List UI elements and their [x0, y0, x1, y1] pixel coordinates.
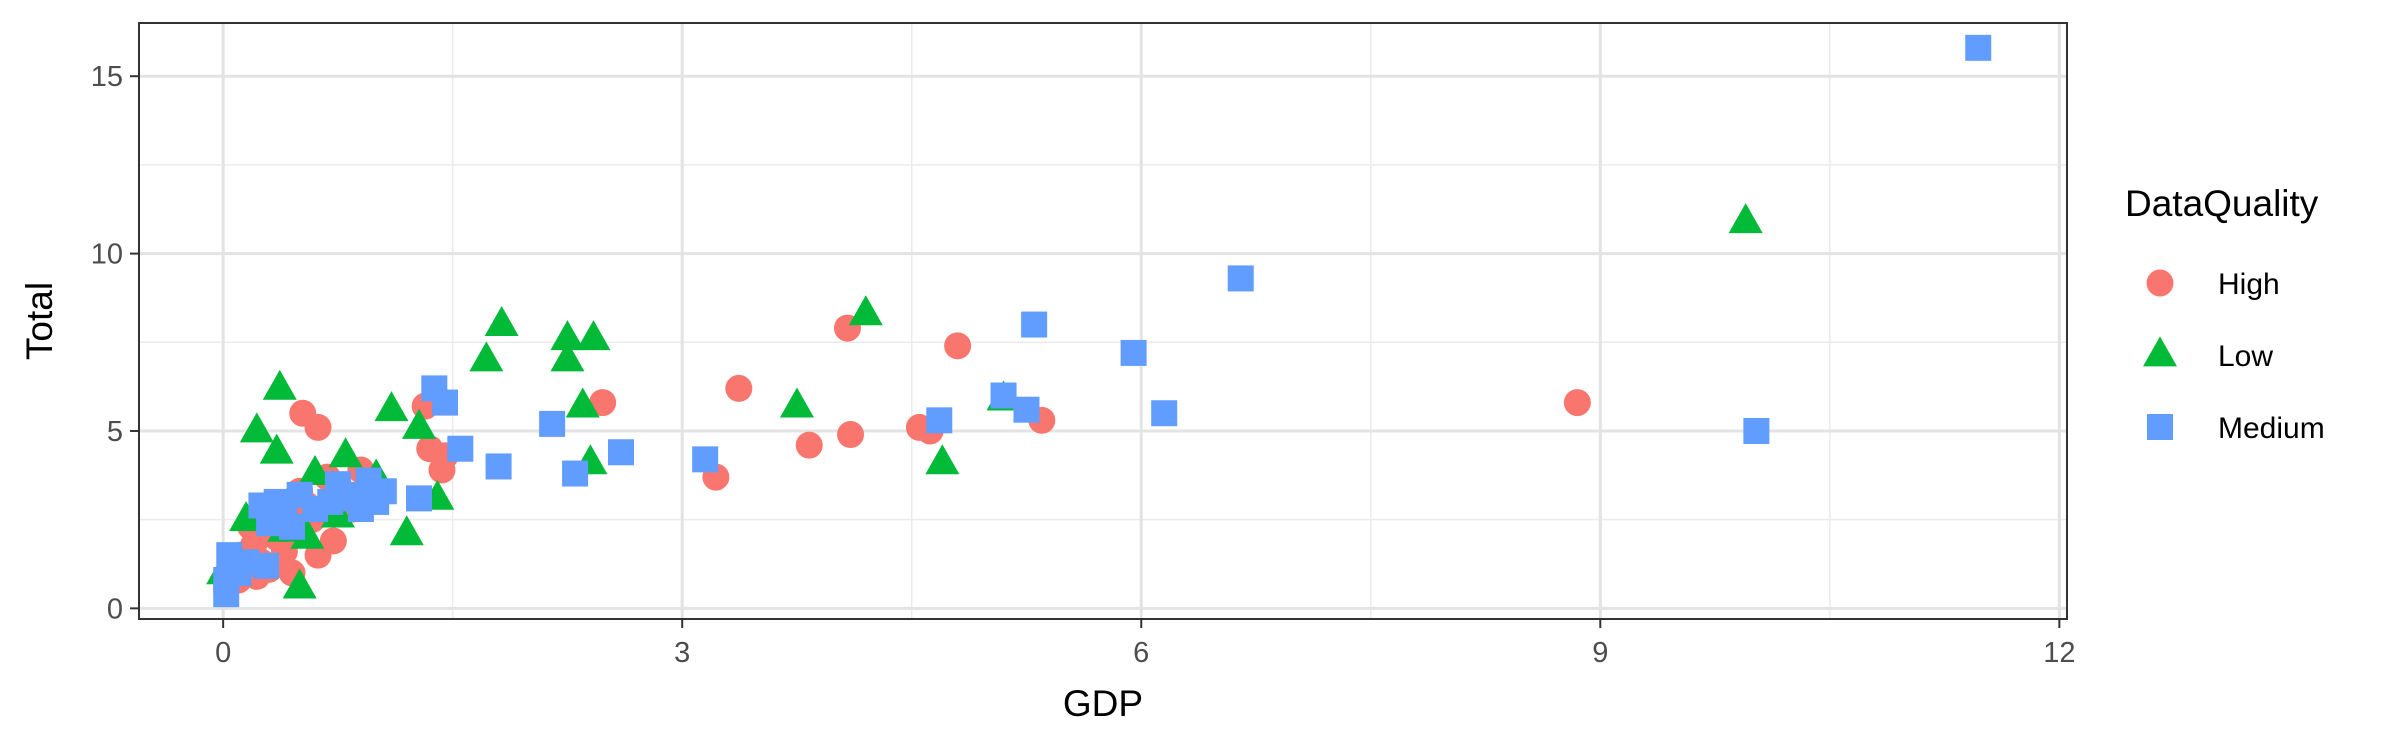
- data-point-medium: [608, 439, 634, 466]
- data-point-low: [576, 320, 611, 351]
- data-point-high: [795, 431, 823, 459]
- data-point-medium: [562, 460, 589, 487]
- data-point-medium: [485, 453, 512, 480]
- x-tick-label: 3: [674, 637, 690, 669]
- data-point-low: [239, 412, 274, 443]
- data-point-medium: [1013, 396, 1040, 423]
- data-points: [206, 34, 1992, 608]
- data-point-high: [319, 527, 347, 555]
- data-point-medium: [432, 389, 459, 416]
- legend-label: High: [2218, 268, 2280, 301]
- data-point-low: [328, 437, 363, 468]
- data-point-low: [550, 341, 585, 372]
- data-point-medium: [1120, 339, 1147, 366]
- data-point-high: [589, 389, 617, 417]
- plot-panel: [139, 23, 2067, 619]
- data-point-medium: [1021, 311, 1048, 338]
- x-tick-label: 12: [2043, 637, 2075, 669]
- y-tick-label: 10: [91, 239, 123, 271]
- data-point-medium: [1227, 265, 1254, 292]
- data-point-medium: [692, 446, 719, 473]
- y-tick-label: 15: [91, 61, 123, 93]
- data-point-low: [229, 501, 264, 532]
- data-point-high: [304, 413, 332, 441]
- data-point-high: [725, 374, 753, 402]
- legend-item-low: Low: [2143, 336, 2273, 373]
- legend-key-square: [2147, 414, 2173, 440]
- data-point-low: [1728, 203, 1763, 234]
- legend-key-triangle: [2143, 336, 2177, 367]
- data-point-high: [1563, 389, 1591, 417]
- data-point-low: [290, 518, 325, 549]
- data-point-low: [389, 515, 424, 546]
- data-point-low: [565, 387, 600, 418]
- x-tick-label: 0: [215, 637, 231, 669]
- data-point-medium: [1965, 34, 1992, 61]
- data-point-medium: [370, 478, 397, 505]
- x-tick-label: 6: [1133, 637, 1149, 669]
- data-point-low: [779, 387, 814, 418]
- data-point-medium: [279, 513, 306, 540]
- legend-item-high: High: [2146, 268, 2280, 301]
- data-point-medium: [1151, 400, 1178, 427]
- data-point-low: [282, 568, 317, 599]
- legend-label: Medium: [2218, 412, 2325, 445]
- data-point-low: [484, 305, 519, 336]
- data-point-medium: [926, 407, 953, 434]
- legend: DataQuality High Low Medium: [2125, 183, 2325, 445]
- data-point-medium: [539, 410, 566, 437]
- data-point-low: [848, 295, 883, 326]
- data-point-medium: [253, 552, 280, 579]
- y-tick-label: 5: [107, 416, 123, 448]
- y-tick-label: 0: [107, 593, 123, 625]
- series-medium: [213, 34, 1992, 608]
- data-point-low: [550, 320, 585, 351]
- data-point-medium: [447, 435, 474, 462]
- y-axis-title: Total: [19, 282, 60, 360]
- data-point-medium: [990, 382, 1017, 409]
- data-point-low: [469, 341, 504, 372]
- data-point-low: [297, 454, 332, 485]
- legend-label: Low: [2218, 340, 2273, 373]
- data-point-high: [837, 421, 865, 449]
- data-point-medium: [406, 485, 433, 512]
- data-point-low: [374, 391, 409, 422]
- data-point-low: [925, 444, 960, 475]
- legend-title: DataQuality: [2125, 183, 2319, 224]
- legend-key-circle: [2146, 269, 2174, 297]
- data-point-low: [402, 408, 437, 439]
- data-point-high: [944, 332, 972, 360]
- legend-item-medium: Medium: [2147, 412, 2325, 445]
- plot-border: [138, 22, 2068, 620]
- axes: 0 3 6 9 12 0 5 10 15: [91, 61, 2076, 669]
- data-point-low: [259, 433, 294, 464]
- x-tick-label: 9: [1592, 637, 1608, 669]
- x-axis-title: GDP: [1063, 683, 1143, 724]
- data-point-low: [262, 369, 297, 400]
- data-point-medium: [1743, 417, 1770, 444]
